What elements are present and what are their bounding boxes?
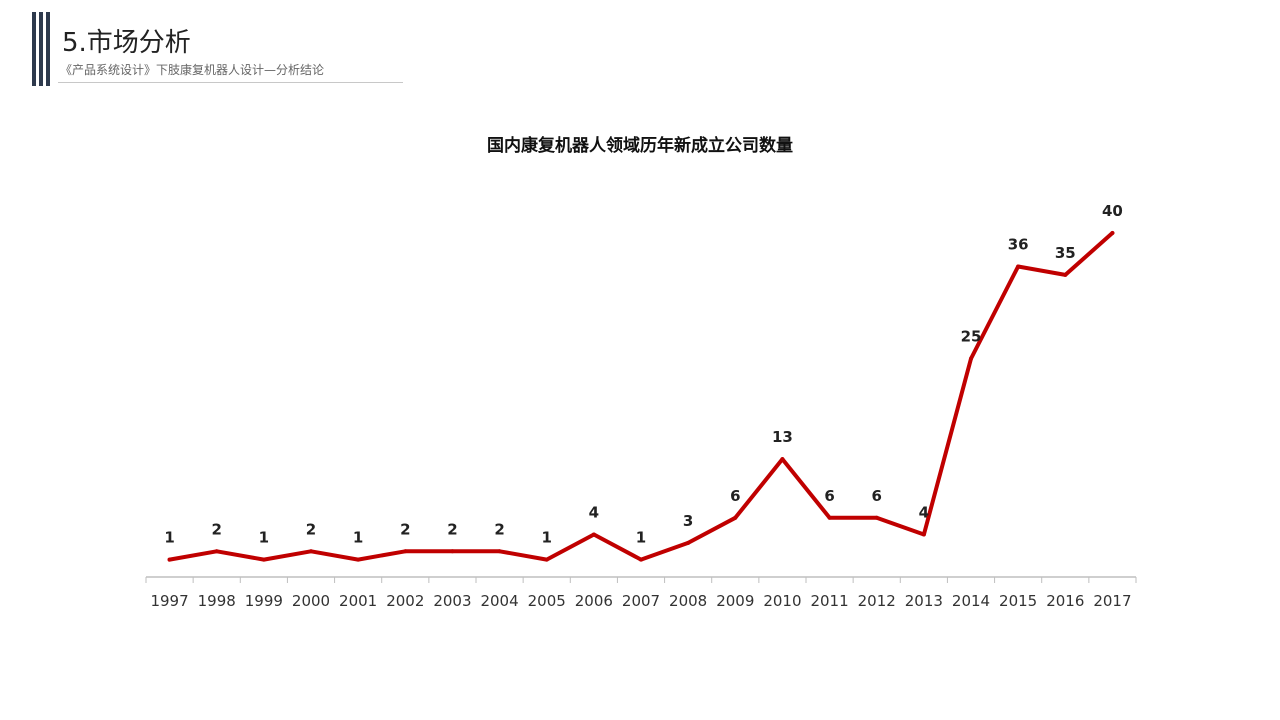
data-point <box>1063 272 1068 277</box>
data-label: 6 <box>730 487 740 505</box>
data-point <box>403 549 408 554</box>
data-label: 2 <box>494 520 504 538</box>
data-point <box>780 457 785 462</box>
data-label: 40 <box>1102 202 1123 220</box>
data-point <box>1016 264 1021 269</box>
data-label: 25 <box>961 328 982 346</box>
x-tick-label: 2006 <box>575 592 613 610</box>
data-label: 2 <box>306 520 316 538</box>
data-label: 1 <box>164 529 174 547</box>
x-tick-label: 2009 <box>716 592 754 610</box>
data-point <box>591 532 596 537</box>
data-point <box>827 515 832 520</box>
data-point <box>1110 231 1115 235</box>
data-label: 35 <box>1055 244 1076 262</box>
data-label: 3 <box>683 512 693 530</box>
header-accent-bar-2 <box>39 12 43 86</box>
data-point <box>921 532 926 537</box>
data-point <box>261 557 266 562</box>
data-point <box>969 356 973 361</box>
data-label: 2 <box>211 520 221 538</box>
x-tick-label: 2003 <box>433 592 471 610</box>
x-tick-label: 2004 <box>480 592 518 610</box>
page-subtitle: 《产品系统设计》下肢康复机器人设计—分析结论 <box>60 63 325 77</box>
x-tick-labels: 1997 1998 1999 2000 2001 2002 2003 2004 2005 2006… <box>150 592 1131 610</box>
data-label: 6 <box>824 487 834 505</box>
data-point <box>450 549 455 554</box>
x-axis <box>145 576 1137 583</box>
data-label: 4 <box>919 504 929 522</box>
data-label: 1 <box>541 529 551 547</box>
x-tick-label: 2008 <box>669 592 707 610</box>
data-point <box>544 557 549 562</box>
series-line <box>167 231 1115 562</box>
header-accent-bar-3 <box>46 12 50 86</box>
data-label: 2 <box>447 520 457 538</box>
x-tick-label: 2000 <box>292 592 330 610</box>
x-tick-label: 2011 <box>810 592 848 610</box>
x-tick-label: 2016 <box>1046 592 1084 610</box>
data-label: 13 <box>772 428 793 446</box>
data-point <box>214 549 219 554</box>
data-point <box>497 549 502 554</box>
header-divider <box>58 82 403 83</box>
data-label: 6 <box>871 487 881 505</box>
data-point <box>874 515 879 520</box>
x-tick-label: 2014 <box>952 592 990 610</box>
x-tick-label: 2002 <box>386 592 424 610</box>
x-tick-label: 1999 <box>245 592 283 610</box>
x-tick-label: 2017 <box>1093 592 1131 610</box>
data-label: 1 <box>259 529 269 547</box>
x-tick-label: 2012 <box>858 592 896 610</box>
data-point <box>309 549 313 554</box>
data-point <box>167 557 172 562</box>
data-point <box>639 557 643 562</box>
data-label: 2 <box>400 520 410 538</box>
x-tick-label: 1997 <box>150 592 188 610</box>
x-tick-label: 2005 <box>528 592 566 610</box>
data-point <box>733 515 738 520</box>
data-point <box>356 557 361 562</box>
data-label: 4 <box>589 504 599 522</box>
data-point <box>686 540 691 545</box>
x-tick-label: 2015 <box>999 592 1037 610</box>
header-accent-bar-1 <box>32 12 36 86</box>
chart-title: 国内康复机器人领域历年新成立公司数量 <box>487 135 793 156</box>
data-label: 36 <box>1008 236 1029 254</box>
x-tick-label: 2010 <box>763 592 801 610</box>
x-tick-label: 1998 <box>198 592 236 610</box>
x-tick-label: 2007 <box>622 592 660 610</box>
x-tick-label: 2001 <box>339 592 377 610</box>
data-label: 1 <box>353 529 363 547</box>
page-title: 5.市场分析 <box>62 28 191 58</box>
x-tick-label: 2013 <box>905 592 943 610</box>
data-label: 1 <box>636 529 646 547</box>
